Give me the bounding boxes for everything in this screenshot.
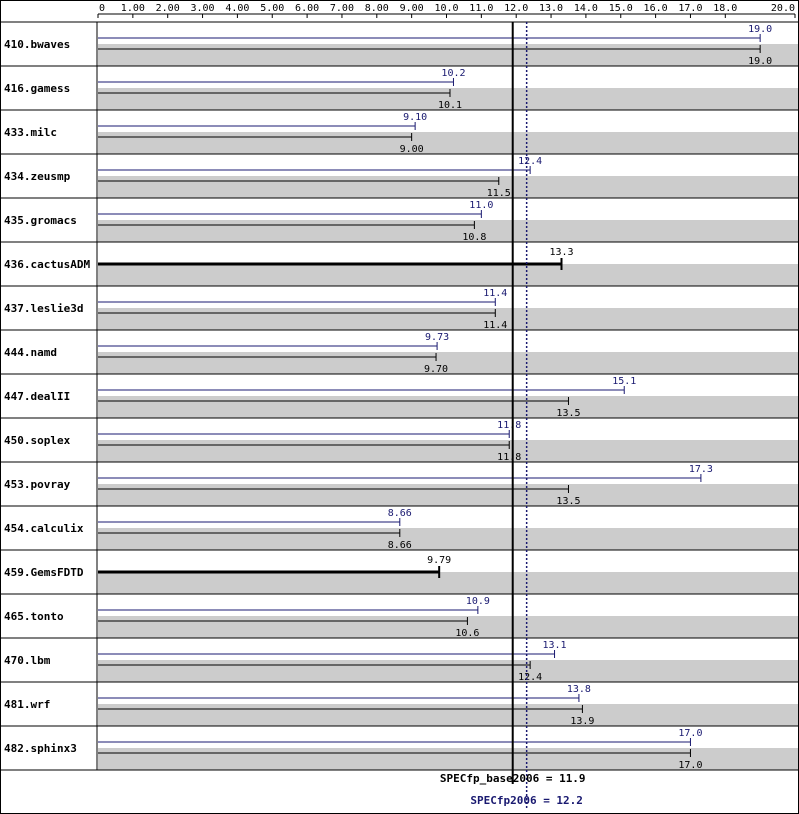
row-band	[98, 176, 798, 198]
category-label: 437.leslie3d	[4, 302, 83, 315]
base-value-label: 13.5	[556, 496, 580, 507]
peak-value-label: 9.73	[425, 332, 449, 343]
peak-value-label: 9.10	[403, 112, 427, 123]
x-tick-label: 6.00	[295, 3, 319, 14]
category-label: 481.wrf	[4, 698, 50, 711]
base-value-label: 8.66	[388, 540, 412, 551]
peak-value-label: 11.8	[497, 420, 521, 431]
row-band	[98, 704, 798, 726]
base-value-label: 10.8	[462, 232, 486, 243]
category-label: 454.calculix	[4, 522, 84, 535]
row-band	[98, 132, 798, 154]
peak-value-label: 13.8	[567, 684, 591, 695]
category-label: 434.zeusmp	[4, 170, 71, 183]
row-band	[98, 440, 798, 462]
x-tick-label: 8.00	[365, 3, 389, 14]
x-tick-label: 3.00	[191, 3, 215, 14]
category-label: 482.sphinx3	[4, 742, 77, 755]
peak-value-label: 15.1	[612, 376, 636, 387]
base-value-label: 19.0	[748, 56, 772, 67]
base-value-label: 11.5	[487, 188, 511, 199]
result-value-label: 13.3	[549, 247, 573, 258]
x-tick-label: 4.00	[225, 3, 249, 14]
x-tick-label: 11.0	[469, 3, 493, 14]
row-band	[98, 660, 798, 682]
row-band	[98, 396, 798, 418]
peak-value-label: 12.4	[518, 156, 542, 167]
category-label: 410.bwaves	[4, 38, 70, 51]
row-band	[98, 484, 798, 506]
category-label: 450.soplex	[4, 434, 71, 447]
category-label: 435.gromacs	[4, 214, 77, 227]
base-reference-label: SPECfp_base2006 = 11.9	[440, 772, 586, 785]
category-label: 447.dealII	[4, 390, 70, 403]
category-label: 436.cactusADM	[4, 258, 90, 271]
base-value-label: 10.6	[455, 628, 479, 639]
peak-value-label: 19.0	[748, 24, 772, 35]
result-value-label: 9.79	[427, 555, 451, 566]
x-tick-label: 17.0	[678, 3, 702, 14]
base-value-label: 10.1	[438, 100, 462, 111]
row-band	[98, 44, 798, 66]
category-label: 416.gamess	[4, 82, 70, 95]
x-tick-label: 16.0	[644, 3, 668, 14]
category-label: 444.namd	[4, 346, 57, 359]
x-tick-label: 18.0	[713, 3, 737, 14]
x-tick-label: 0	[99, 3, 105, 14]
category-label: 433.milc	[4, 126, 57, 139]
x-tick-label: 15.0	[609, 3, 633, 14]
base-value-label: 17.0	[678, 760, 702, 771]
x-tick-label: 9.00	[400, 3, 424, 14]
peak-value-label: 17.3	[689, 464, 713, 475]
base-value-label: 11.8	[497, 452, 521, 463]
x-tick-label: 7.00	[330, 3, 354, 14]
peak-value-label: 13.1	[542, 640, 566, 651]
x-tick-label: 1.00	[121, 3, 145, 14]
row-band	[98, 616, 798, 638]
category-label: 470.lbm	[4, 654, 51, 667]
x-tick-label: 5.00	[260, 3, 284, 14]
base-value-label: 13.9	[570, 716, 594, 727]
peak-value-label: 17.0	[678, 728, 702, 739]
x-tick-label: 2.00	[156, 3, 180, 14]
peak-value-label: 11.4	[483, 288, 507, 299]
row-band	[98, 572, 798, 594]
peak-reference-label: SPECfp2006 = 12.2	[470, 794, 583, 807]
base-value-label: 11.4	[483, 320, 507, 331]
x-tick-label: 12.0	[504, 3, 528, 14]
peak-value-label: 11.0	[469, 200, 493, 211]
row-band	[98, 220, 798, 242]
base-value-label: 12.4	[518, 672, 542, 683]
x-tick-label: 14.0	[574, 3, 598, 14]
row-band	[98, 264, 798, 286]
x-tick-label: 10.0	[434, 3, 458, 14]
category-label: 459.GemsFDTD	[4, 566, 84, 579]
base-value-label: 9.00	[400, 144, 424, 155]
peak-value-label: 10.2	[441, 68, 465, 79]
x-tick-label: 20.0	[771, 3, 795, 14]
base-value-label: 9.70	[424, 364, 448, 375]
row-band	[98, 308, 798, 330]
category-label: 465.tonto	[4, 610, 64, 623]
peak-value-label: 8.66	[388, 508, 412, 519]
x-tick-label: 13.0	[539, 3, 563, 14]
row-band	[98, 528, 798, 550]
base-value-label: 13.5	[556, 408, 580, 419]
category-label: 453.povray	[4, 478, 71, 491]
peak-value-label: 10.9	[466, 596, 490, 607]
